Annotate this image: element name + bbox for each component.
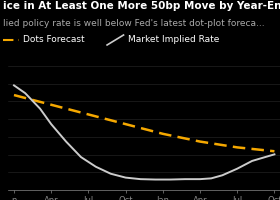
Text: Market Implied Rate: Market Implied Rate — [128, 36, 219, 45]
Text: ice in At Least One More 50bp Move by Year-End: ice in At Least One More 50bp Move by Ye… — [3, 1, 280, 11]
Text: Dots Forecast: Dots Forecast — [23, 36, 85, 45]
Text: lied policy rate is well below Fed's latest dot-plot foreca...: lied policy rate is well below Fed's lat… — [3, 19, 264, 28]
